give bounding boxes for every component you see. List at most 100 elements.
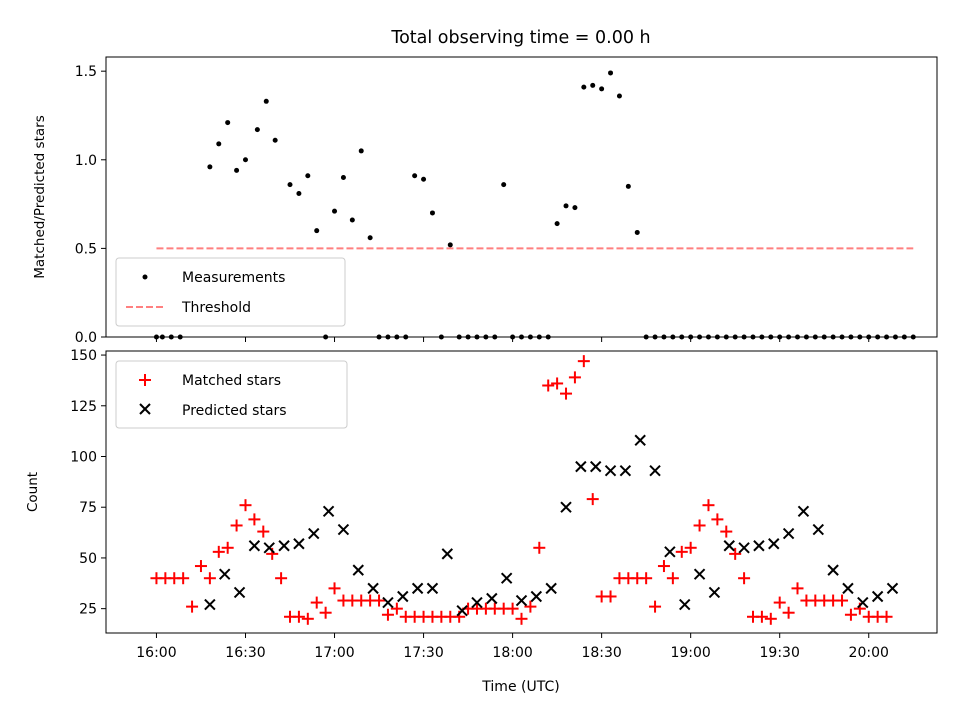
- matched-star-point: [212, 545, 225, 558]
- bottom-y-tick-label: 50: [79, 551, 97, 567]
- predicted-star-point: [308, 527, 320, 540]
- bottom-x-tick-label: 18:00: [492, 645, 532, 661]
- matched-star-point: [203, 572, 216, 585]
- matched-star-point: [649, 600, 662, 613]
- matched-star-point: [257, 525, 270, 538]
- matched-star-point: [782, 606, 795, 619]
- predicted-star-point: [738, 542, 750, 554]
- predicted-star-point: [352, 564, 364, 576]
- predicted-star-point: [293, 538, 305, 550]
- predicted-star-point: [842, 582, 854, 595]
- matched-star-point: [693, 519, 706, 532]
- bottom-x-tick-label: 16:00: [136, 645, 176, 661]
- matched-star-point: [506, 602, 519, 615]
- bottom-ylabel: Count: [25, 472, 41, 512]
- measurement-point: [572, 205, 578, 211]
- predicted-star-point: [456, 604, 468, 617]
- predicted-star-point: [753, 540, 765, 552]
- predicted-star-point: [886, 582, 899, 595]
- measurement-point: [254, 127, 260, 133]
- matched-star-point: [666, 572, 679, 585]
- bottom-legend: Matched stars Predicted stars: [115, 360, 348, 429]
- predicted-star-point: [768, 538, 780, 550]
- measurement-point: [358, 148, 364, 154]
- measurement-point: [599, 86, 605, 92]
- matched-star-point: [292, 610, 305, 623]
- bottom-x-tick-label: 17:00: [314, 645, 354, 661]
- legend-predicted-marker: [139, 403, 151, 415]
- predicted-star-point: [545, 582, 557, 595]
- measurement-point: [263, 98, 269, 104]
- matched-star-point: [515, 612, 528, 625]
- measurement-point: [447, 242, 453, 248]
- matched-star-point: [239, 499, 252, 512]
- top-y-tick-label: 0.0: [75, 330, 97, 346]
- measurement-point: [314, 228, 320, 234]
- measurement-point: [216, 141, 222, 147]
- bottom-y-ticks: 25 50 75 100 125 150: [70, 348, 106, 618]
- top-y-tick-label: 1.0: [75, 153, 97, 169]
- top-y-tick-label: 1.5: [75, 64, 97, 80]
- predicted-star-point: [263, 542, 275, 554]
- measurement-point: [272, 137, 278, 143]
- predicted-star-point: [500, 572, 513, 584]
- predicted-star-point: [471, 596, 483, 609]
- measurement-point: [340, 175, 346, 181]
- matched-star-point: [310, 596, 323, 609]
- matched-star-point: [390, 602, 403, 615]
- matched-star-point: [248, 513, 261, 526]
- bottom-y-tick-label: 100: [70, 449, 97, 465]
- predicted-star-point: [693, 568, 706, 580]
- matched-star-point: [373, 594, 386, 607]
- matched-star-point: [551, 377, 564, 390]
- matched-star-point: [844, 608, 857, 621]
- top-axes-frame: [105, 56, 938, 338]
- matched-star-point: [533, 541, 546, 554]
- matched-star-point: [836, 594, 849, 607]
- matched-star-point: [586, 493, 599, 506]
- predicted-star-point: [382, 596, 394, 609]
- measurement-point: [349, 217, 355, 223]
- matched-star-point: [880, 610, 893, 623]
- matched-star-point: [524, 600, 537, 613]
- bottom-xlabel: Time (UTC): [481, 679, 559, 695]
- measurement-point: [581, 84, 587, 90]
- predicted-star-point: [397, 590, 409, 603]
- predicted-star-point: [664, 546, 676, 558]
- legend-threshold-label: Threshold: [181, 300, 251, 316]
- top-legend: Measurements Threshold: [115, 257, 346, 327]
- measurement-point: [367, 235, 373, 241]
- predicted-star-point: [827, 564, 839, 576]
- measurement-point: [563, 203, 569, 209]
- top-ylabel: Matched/Predicted stars: [32, 115, 48, 278]
- predicted-star-point: [441, 548, 454, 560]
- matched-star-point: [577, 355, 590, 368]
- bottom-y-tick-label: 150: [70, 348, 97, 364]
- matched-star-point: [791, 582, 804, 595]
- predicted-star-point: [589, 460, 602, 473]
- bottom-x-ticks: 16:00 16:30 17:00 17:30 18:00 18:30 19:00 19:30…: [136, 633, 889, 661]
- matched-star-point: [381, 608, 394, 621]
- matched-star-point: [764, 612, 777, 625]
- matched-star-point: [301, 612, 314, 625]
- top-y-tick-label: 0.5: [75, 241, 97, 257]
- matched-star-point: [194, 560, 207, 573]
- matched-star-point: [773, 596, 786, 609]
- top-legend-box: [115, 257, 346, 327]
- measurement-point: [421, 176, 427, 182]
- predicted-star-point: [233, 586, 246, 599]
- bottom-x-tick-label: 19:00: [670, 645, 710, 661]
- matched-star-point: [684, 541, 697, 554]
- predicted-star-point: [679, 598, 691, 611]
- bottom-legend-box: [115, 360, 348, 429]
- predicted-star-point: [278, 540, 290, 552]
- measurement-point: [242, 157, 248, 163]
- matched-star-point: [729, 547, 742, 560]
- matched-star-point: [177, 572, 190, 585]
- predicted-star-point: [426, 582, 439, 595]
- measurement-point: [634, 229, 640, 235]
- matched-star-point: [319, 606, 332, 619]
- legend-matched-marker: [139, 374, 151, 386]
- predicted-star-point: [337, 523, 350, 536]
